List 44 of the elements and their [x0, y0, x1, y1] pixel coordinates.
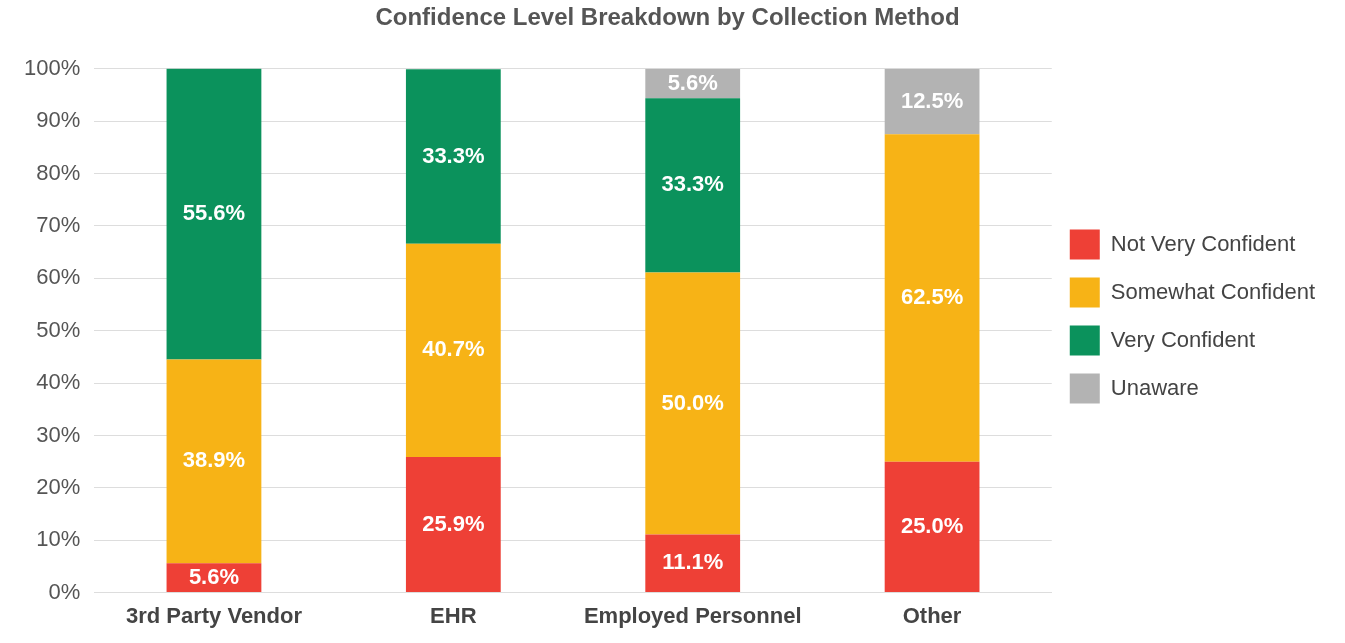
chart-title: Confidence Level Breakdown by Collection Method [375, 3, 960, 31]
bar [166, 68, 262, 360]
data-label: 55.6% [182, 199, 246, 225]
y-tick-label: 70% [36, 212, 81, 237]
bar [884, 461, 980, 593]
y-tick-label: 90% [36, 107, 81, 133]
bar [405, 69, 501, 244]
bar [405, 243, 501, 457]
bar [645, 272, 741, 535]
bar [884, 134, 980, 462]
y-tick-label: 80% [36, 159, 81, 185]
data-label: 33.3% [661, 171, 724, 197]
x-tick-label: Employed Personnel [583, 602, 802, 628]
y-tick-label: 0% [48, 578, 81, 604]
y-tick-label: 60% [36, 264, 81, 290]
data-label: 5.6% [667, 69, 718, 95]
y-tick-label: 50% [36, 316, 81, 342]
bar [166, 359, 262, 564]
x-tick-label: 3rd Party Vendor [125, 602, 303, 628]
y-tick-label: 40% [36, 369, 81, 395]
bar [405, 456, 501, 593]
y-tick-label: 20% [36, 473, 81, 499]
data-label: 62.5% [900, 284, 964, 310]
legend-label: Unaware [1110, 374, 1199, 400]
data-label: 50.0% [661, 389, 724, 415]
x-tick-label: EHR [430, 602, 477, 628]
data-label: 25.9% [422, 510, 485, 536]
y-tick-label: 100% [23, 54, 81, 80]
data-label: 40.7% [422, 336, 485, 362]
y-tick-label: 30% [36, 421, 81, 447]
legend-label: Very Confident [1110, 326, 1256, 352]
y-tick-label: 10% [36, 526, 81, 552]
bar [884, 68, 980, 135]
data-label: 5.6% [188, 563, 240, 589]
data-label: 12.5% [900, 87, 964, 113]
bar [645, 534, 741, 593]
data-label: 38.9% [182, 447, 246, 473]
data-label: 11.1% [662, 549, 724, 575]
x-tick-label: Other [902, 602, 962, 628]
legend-label: Not Very Confident [1110, 230, 1296, 256]
legend-label: Somewhat Confident [1110, 278, 1315, 304]
data-label: 25.0% [900, 512, 964, 538]
bar [645, 98, 741, 273]
data-label: 33.3% [422, 142, 485, 168]
